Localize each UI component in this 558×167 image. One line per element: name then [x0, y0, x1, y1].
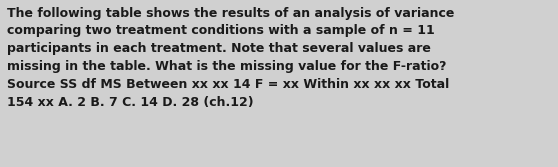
Text: The following table shows the results of an analysis of variance
comparing two t: The following table shows the results of…: [7, 7, 455, 109]
